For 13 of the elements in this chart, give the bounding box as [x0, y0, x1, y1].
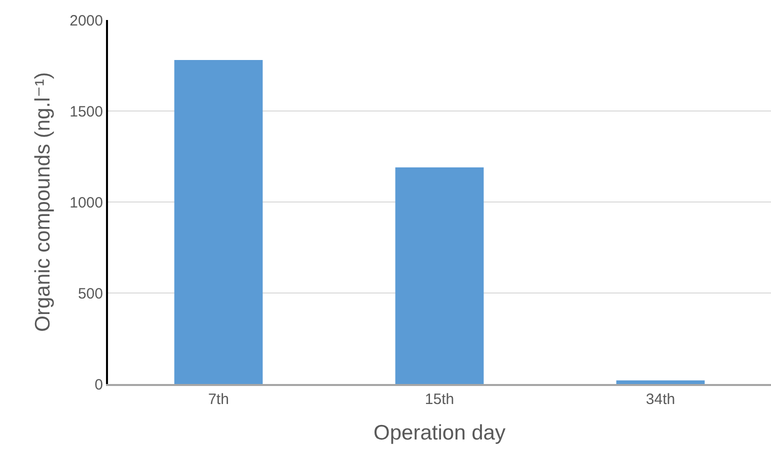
y-tick-label: 2000 [70, 12, 103, 30]
bar [395, 167, 484, 384]
y-tick-label: 1500 [70, 103, 103, 120]
y-tick-label: 1000 [70, 194, 103, 212]
bar [616, 380, 705, 384]
x-tick-label: 7th [208, 391, 229, 408]
y-tick-label: 0 [94, 376, 103, 394]
y-tick-label: 500 [78, 285, 103, 302]
y-axis-title: Organic compounds (ng.l⁻¹) [31, 72, 54, 332]
x-tick-label: 15th [424, 391, 454, 408]
x-tick-label: 34th [646, 391, 676, 408]
bar [174, 60, 263, 384]
x-axis-title: Operation day [374, 422, 506, 445]
